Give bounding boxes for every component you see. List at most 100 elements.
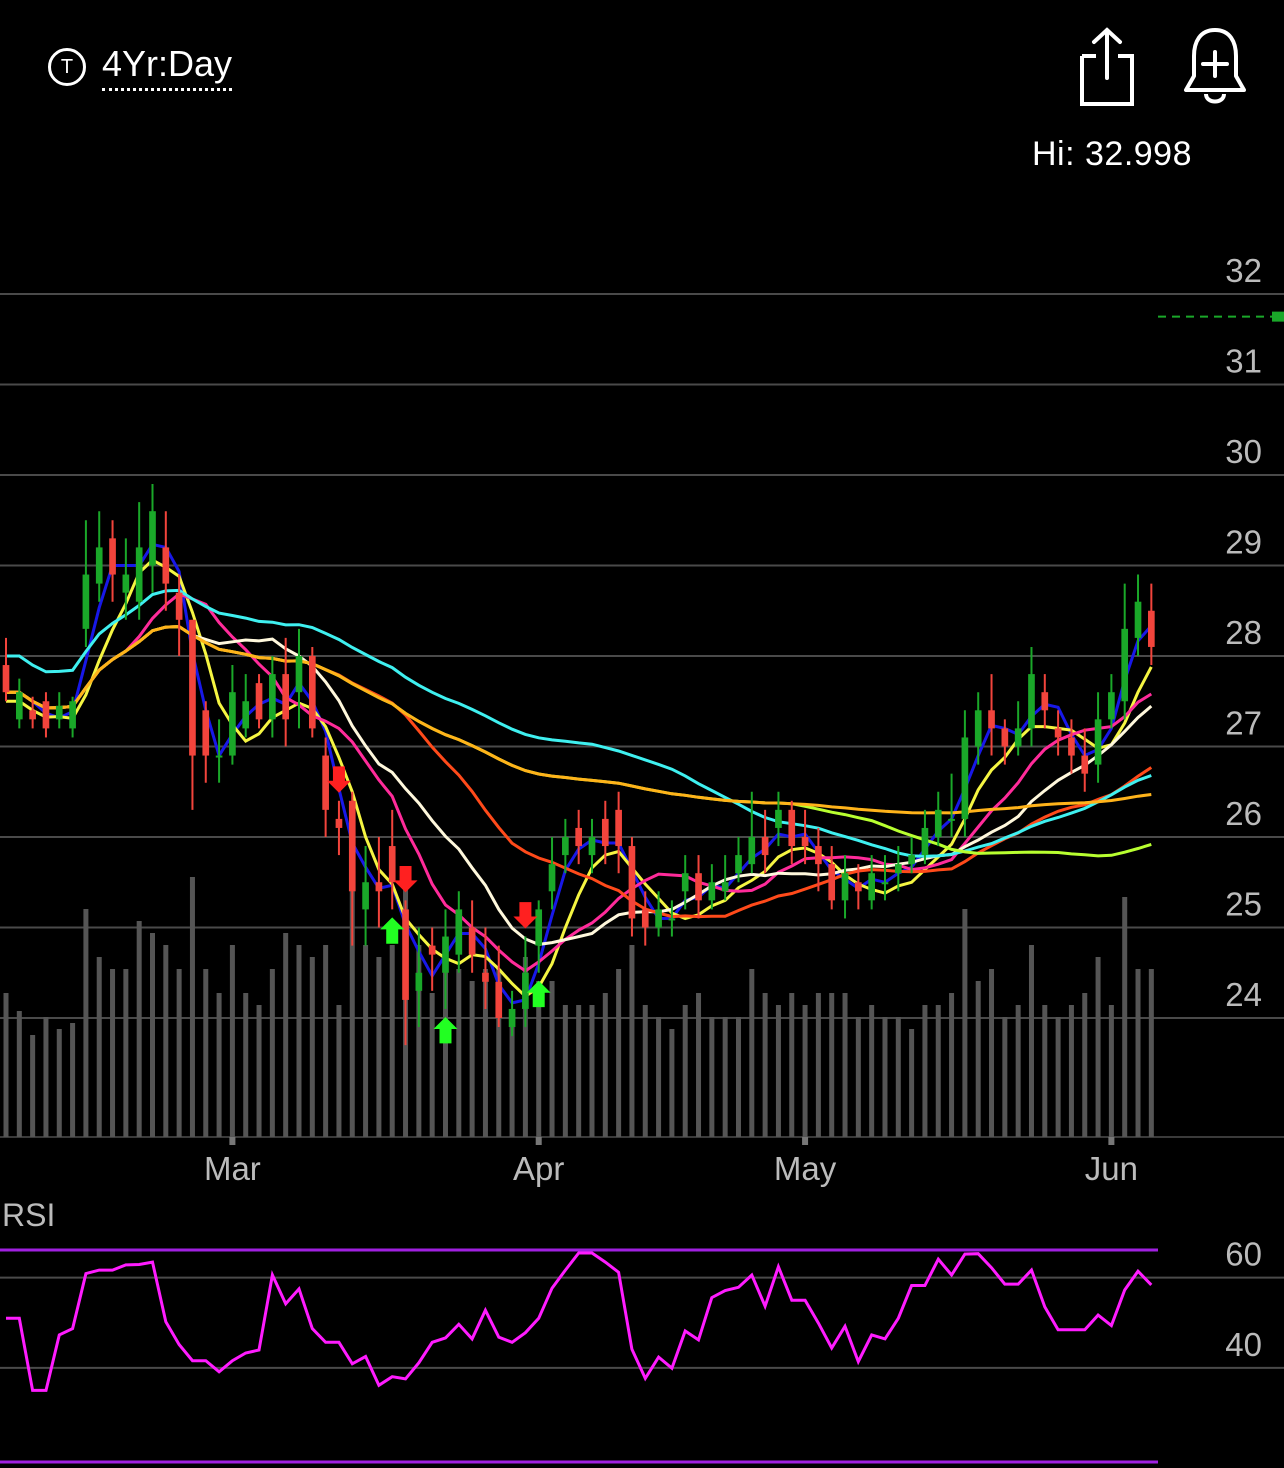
rsi-tick-label: 40	[1225, 1326, 1262, 1363]
volume-bar	[1042, 1005, 1048, 1137]
candle	[229, 665, 236, 765]
candle	[748, 791, 756, 874]
candle	[362, 846, 369, 946]
candle-body	[215, 755, 223, 758]
candle	[1054, 710, 1062, 756]
candle	[55, 692, 63, 729]
volume-bar	[229, 945, 235, 1137]
candle	[801, 809, 809, 865]
volume-bar	[70, 1023, 76, 1137]
candle	[162, 511, 170, 611]
bell-plus-icon[interactable]	[1180, 24, 1250, 108]
candle	[1094, 692, 1102, 783]
candle-body	[375, 882, 383, 892]
share-icon[interactable]	[1076, 26, 1138, 108]
candle	[109, 520, 116, 602]
candle-body	[988, 710, 995, 729]
sell-arrow-icon	[393, 865, 418, 893]
candle	[1014, 701, 1022, 756]
candle-body	[868, 873, 875, 901]
price-tick-label: 25	[1225, 886, 1262, 923]
candle	[42, 692, 50, 738]
candle	[1121, 583, 1129, 720]
candle	[934, 791, 942, 847]
candle	[548, 837, 556, 910]
volume-bar	[429, 993, 435, 1137]
volume-bar	[789, 993, 795, 1137]
candle	[295, 628, 303, 729]
volume-bar	[802, 1005, 808, 1137]
volume-bar	[16, 1011, 22, 1137]
volume-bar	[829, 993, 835, 1137]
volume-bar	[283, 933, 289, 1137]
volume-bar	[96, 957, 102, 1137]
candle	[69, 696, 76, 738]
candle	[495, 945, 503, 1028]
candle	[175, 574, 183, 656]
candle-body	[2, 665, 10, 693]
volume-bar	[1122, 897, 1128, 1137]
volume-bar	[1002, 1017, 1008, 1137]
candle-body	[601, 818, 609, 847]
candle-body	[495, 981, 503, 1018]
candle-body	[615, 809, 622, 847]
candle	[375, 837, 383, 928]
volume-bar	[482, 969, 488, 1137]
volume-bar	[1055, 1017, 1061, 1137]
volume-bar	[642, 1005, 648, 1137]
price-tick-label: 30	[1225, 433, 1262, 470]
price-tick-label: 31	[1225, 343, 1262, 380]
candle-body	[961, 737, 969, 819]
candle-body	[841, 873, 849, 901]
high-price-label: Hi: 32.998	[1032, 135, 1192, 173]
t-circle-icon: T	[48, 47, 86, 86]
volume-bar	[110, 969, 116, 1137]
candle-body	[282, 674, 290, 720]
candle	[202, 701, 210, 783]
candle-body	[708, 882, 716, 901]
candle	[1148, 583, 1155, 666]
candle-body	[1108, 692, 1115, 720]
candle	[828, 846, 836, 910]
candle	[655, 891, 662, 937]
candle	[348, 791, 356, 946]
moving-average-line	[6, 558, 1153, 999]
candle	[428, 927, 436, 991]
candle	[788, 800, 796, 865]
volume-bar	[163, 945, 169, 1137]
candle	[282, 637, 290, 747]
volume-bar	[203, 969, 209, 1137]
buy-arrow-icon	[433, 1016, 458, 1044]
candle-body	[748, 837, 756, 865]
sell-arrow-icon	[326, 766, 351, 793]
candle-body	[15, 692, 23, 720]
volume-bar	[949, 993, 955, 1137]
volume-bar	[456, 969, 462, 1137]
candle	[615, 791, 622, 874]
candle-body	[322, 755, 329, 810]
candle	[628, 837, 636, 937]
candle-body	[442, 936, 449, 973]
volume-bar	[56, 1029, 62, 1137]
candle	[775, 791, 782, 847]
candle	[974, 692, 982, 765]
period-selector[interactable]: T 4Yr:Day	[48, 42, 233, 91]
candle-body	[388, 846, 396, 883]
candle-body	[135, 547, 143, 602]
candle-body	[575, 827, 582, 847]
candle	[149, 484, 156, 593]
volume-bar	[962, 909, 968, 1137]
candle	[961, 710, 969, 837]
candle	[29, 696, 36, 729]
volume-bar	[815, 993, 821, 1137]
volume-bar	[922, 1005, 928, 1137]
volume-bar	[656, 1017, 662, 1137]
volume-bar	[869, 1005, 875, 1137]
candle	[95, 511, 103, 602]
candle	[1108, 674, 1115, 729]
candle	[921, 809, 929, 865]
candle-body	[415, 972, 423, 991]
volume-bar	[296, 945, 302, 1137]
candles	[2, 311, 1284, 1046]
candle-body	[974, 710, 982, 747]
